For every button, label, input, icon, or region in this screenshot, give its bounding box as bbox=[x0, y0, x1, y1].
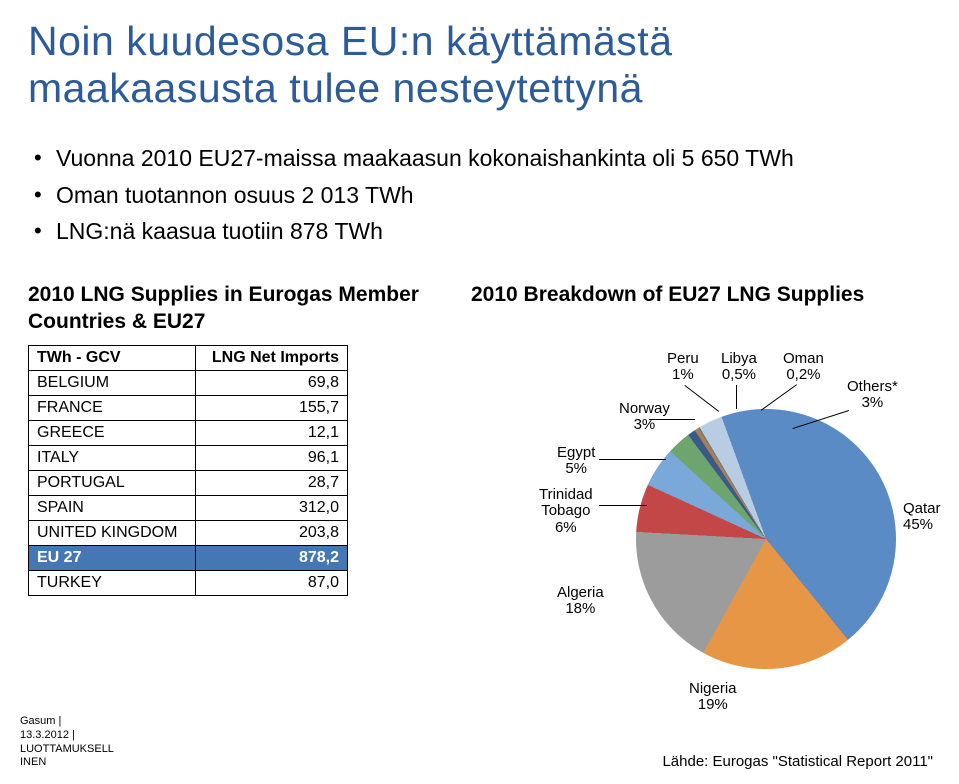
pie-label: Algeria18% bbox=[557, 585, 604, 618]
footer-right: Lähde: Eurogas "Statistical Report 2011" bbox=[662, 753, 933, 770]
right-column: 2010 Breakdown of EU27 LNG Supplies Qata… bbox=[471, 282, 931, 698]
table-cell-country: ITALY bbox=[29, 445, 196, 470]
table-cell-country: BELGIUM bbox=[29, 370, 196, 395]
left-heading: 2010 LNG Supplies in Eurogas Member Coun… bbox=[28, 282, 431, 335]
table-cell-value: 878,2 bbox=[195, 545, 347, 570]
leader-line bbox=[736, 385, 737, 409]
pie-label: Libya0,5% bbox=[721, 351, 757, 384]
lng-table: TWh - GCV LNG Net Imports BELGIUM69,8FRA… bbox=[28, 345, 348, 596]
pie-disc bbox=[636, 409, 896, 669]
table-head-value: LNG Net Imports bbox=[195, 345, 347, 370]
table-cell-country: UNITED KINGDOM bbox=[29, 520, 196, 545]
table-row: SPAIN312,0 bbox=[29, 495, 348, 520]
table-cell-value: 28,7 bbox=[195, 470, 347, 495]
table-cell-value: 96,1 bbox=[195, 445, 347, 470]
leader-line bbox=[649, 419, 695, 420]
table-cell-value: 155,7 bbox=[195, 395, 347, 420]
pie-label: TrinidadTobago6% bbox=[539, 487, 593, 537]
leader-line bbox=[599, 505, 647, 506]
pie-label: Qatar45% bbox=[903, 501, 941, 534]
table-row: FRANCE155,7 bbox=[29, 395, 348, 420]
table-cell-value: 12,1 bbox=[195, 420, 347, 445]
table-cell-country: SPAIN bbox=[29, 495, 196, 520]
table-cell-value: 203,8 bbox=[195, 520, 347, 545]
table-cell-country: TURKEY bbox=[29, 570, 196, 595]
title-line2: maakaasusta tulee nesteytettynä bbox=[28, 65, 643, 111]
table-head-row: TWh - GCV LNG Net Imports bbox=[29, 345, 348, 370]
pie-label: Peru1% bbox=[667, 351, 699, 384]
right-heading: 2010 Breakdown of EU27 LNG Supplies bbox=[471, 282, 931, 308]
table-row: EU 27878,2 bbox=[29, 545, 348, 570]
bullet-item: LNG:nä kaasua tuotiin 878 TWh bbox=[34, 215, 931, 248]
leader-line bbox=[684, 385, 719, 412]
table-cell-country: GREECE bbox=[29, 420, 196, 445]
pie-label: Others*3% bbox=[847, 379, 898, 412]
table-cell-value: 87,0 bbox=[195, 570, 347, 595]
pie-label: Nigeria19% bbox=[689, 681, 737, 714]
table-row: GREECE12,1 bbox=[29, 420, 348, 445]
columns: 2010 LNG Supplies in Eurogas Member Coun… bbox=[28, 282, 931, 698]
table-cell-country: PORTUGAL bbox=[29, 470, 196, 495]
title-line1: Noin kuudesosa EU:n käyttämästä bbox=[28, 18, 673, 64]
pie-chart: Qatar45%Nigeria19%Algeria18%TrinidadToba… bbox=[471, 319, 931, 699]
table-row: UNITED KINGDOM203,8 bbox=[29, 520, 348, 545]
table-row: BELGIUM69,8 bbox=[29, 370, 348, 395]
table-cell-country: EU 27 bbox=[29, 545, 196, 570]
table-head-country: TWh - GCV bbox=[29, 345, 196, 370]
table-row: TURKEY87,0 bbox=[29, 570, 348, 595]
bullet-list: Vuonna 2010 EU27-maissa maakaasun kokona… bbox=[34, 142, 931, 248]
pie-label: Oman0,2% bbox=[783, 351, 824, 384]
pie-label: Norway3% bbox=[619, 401, 670, 434]
table-cell-value: 69,8 bbox=[195, 370, 347, 395]
slide-title: Noin kuudesosa EU:n käyttämästä maakaasu… bbox=[28, 18, 931, 112]
pie-label: Egypt5% bbox=[557, 445, 595, 478]
slide: Noin kuudesosa EU:n käyttämästä maakaasu… bbox=[0, 0, 959, 784]
leader-line bbox=[760, 384, 797, 411]
bullet-item: Vuonna 2010 EU27-maissa maakaasun kokona… bbox=[34, 142, 931, 175]
table-row: PORTUGAL28,7 bbox=[29, 470, 348, 495]
table-cell-country: FRANCE bbox=[29, 395, 196, 420]
table-row: ITALY96,1 bbox=[29, 445, 348, 470]
footer-left: Gasum |13.3.2012 |LUOTTAMUKSELLINEN bbox=[20, 715, 114, 770]
left-column: 2010 LNG Supplies in Eurogas Member Coun… bbox=[28, 282, 431, 698]
leader-line bbox=[599, 459, 666, 460]
bullet-item: Oman tuotannon osuus 2 013 TWh bbox=[34, 179, 931, 212]
table-cell-value: 312,0 bbox=[195, 495, 347, 520]
